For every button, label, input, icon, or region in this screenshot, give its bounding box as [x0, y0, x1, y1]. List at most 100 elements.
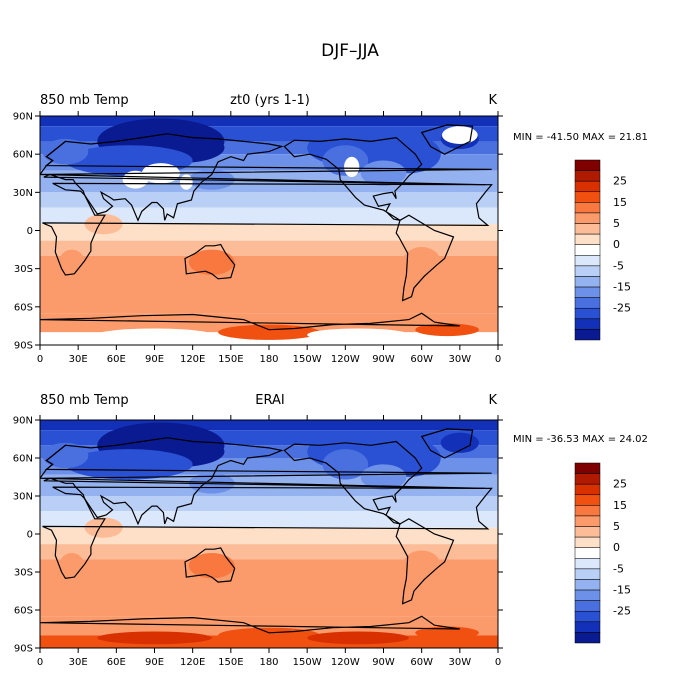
cold-region — [42, 138, 89, 165]
coastline-africa — [42, 182, 493, 276]
coastline-antarctica — [40, 615, 460, 634]
x-tick-label: 0 — [495, 657, 501, 668]
cold-region — [440, 432, 479, 453]
colorbar-box — [574, 223, 601, 235]
coastline-europe — [40, 444, 66, 479]
x-tick-label: 30E — [69, 657, 88, 668]
colorbar-label: 5 — [613, 520, 620, 533]
warm-region — [307, 631, 409, 645]
panel-1-units: K — [488, 93, 497, 108]
warm-region — [402, 550, 441, 581]
temperature-band — [40, 511, 498, 528]
colorbar-box — [574, 600, 601, 612]
x-tick-label: 90E — [145, 657, 164, 668]
temperature-band — [40, 527, 498, 545]
coastline-antarctica — [40, 312, 460, 331]
colorbar-box — [574, 589, 601, 601]
panel-2-left-title: 850 mb Temp — [40, 393, 129, 408]
x-tick-label: 90W — [372, 657, 395, 668]
y-tick-label: 30N — [13, 492, 33, 503]
x-tick-label: 60W — [410, 657, 433, 668]
colorbar-box — [574, 244, 601, 256]
x-tick-label: 150W — [293, 354, 322, 365]
colorbar-box — [574, 526, 601, 538]
colorbar-label: 0 — [613, 541, 620, 554]
colorbar-box — [574, 191, 601, 203]
colorbar-label: 25 — [613, 175, 627, 188]
panel-2-colorbar: 25 15 5 0 -5 -15 -25 — [574, 462, 631, 644]
colorbar-box — [574, 159, 601, 171]
figure-title: DJF–JJA — [321, 41, 379, 61]
temperature-band — [40, 544, 498, 560]
x-tick-label: 150E — [218, 354, 243, 365]
x-tick-label: 30W — [449, 657, 472, 668]
panel-2: 850 mb Temp ERAI K MIN = -36.53 MAX = 24… — [13, 393, 648, 668]
colorbar-box — [574, 632, 601, 644]
colorbar-box — [574, 170, 601, 182]
warm-region — [307, 328, 409, 342]
x-tick-label: 60W — [410, 354, 433, 365]
colorbar-label: 15 — [613, 196, 627, 209]
colorbar-box — [574, 265, 601, 277]
panel-2-units: K — [488, 393, 497, 408]
panel-2-map — [40, 420, 498, 648]
colorbar-box — [574, 307, 601, 320]
y-tick-label: 90S — [14, 341, 33, 352]
x-tick-label: 0 — [37, 354, 43, 365]
coastline-samerica — [395, 214, 455, 302]
y-tick-label: 30S — [14, 264, 33, 275]
cold-region — [360, 160, 407, 186]
colorbar-box — [574, 579, 601, 591]
missing-data-region — [344, 156, 360, 178]
warm-region — [188, 249, 235, 276]
y-tick-label: 60S — [14, 606, 33, 617]
warm-region — [97, 328, 212, 342]
y-tick-label: 90S — [14, 644, 33, 655]
warm-region — [415, 323, 479, 337]
colorbar-box — [574, 180, 601, 193]
coastline-samerica — [395, 518, 455, 605]
colorbar-box — [574, 286, 601, 298]
warm-region — [402, 247, 441, 278]
x-tick-label: 60E — [107, 354, 126, 365]
colorbar-label: -5 — [613, 259, 624, 272]
panel-1-left-title: 850 mb Temp — [40, 93, 129, 108]
colorbar-box — [574, 473, 601, 485]
colorbar-box — [574, 621, 601, 633]
coastline-australia — [184, 547, 236, 583]
x-tick-label: 120E — [180, 657, 205, 668]
missing-data-region — [442, 126, 478, 144]
coastline-namerica — [283, 136, 423, 221]
warm-region — [188, 553, 235, 579]
x-tick-label: 90W — [372, 354, 395, 365]
colorbar-box — [574, 558, 601, 570]
colorbar-box — [574, 494, 601, 506]
temperature-band — [40, 496, 498, 512]
cold-region — [360, 464, 407, 490]
temperature-band — [40, 192, 498, 208]
colorbar-box — [574, 515, 601, 527]
x-tick-label: 30E — [69, 354, 88, 365]
colorbar-label: 0 — [613, 238, 620, 251]
colorbar-box — [574, 547, 601, 559]
temperature-band — [40, 240, 498, 256]
colorbar-label: -5 — [613, 562, 624, 575]
colorbar-box — [574, 255, 601, 267]
y-tick-label: 90N — [13, 416, 33, 427]
colorbar-label: 15 — [613, 499, 627, 512]
y-tick-label: 30S — [14, 568, 33, 579]
coastline-eurasia — [40, 133, 492, 222]
colorbar-label: -25 — [613, 605, 631, 618]
panel-2-axes: 0 30E 60E 90E 120E 150E 180 150W 120W 90W 60W 30W 09… — [13, 415, 503, 668]
colorbar-box — [574, 568, 601, 580]
cold-region — [65, 449, 193, 480]
coastline-namerica — [283, 440, 423, 525]
colorbar-box — [574, 329, 601, 341]
colorbar-label: 25 — [613, 478, 627, 491]
colorbar-label: -15 — [613, 584, 631, 597]
y-tick-label: 60S — [14, 302, 33, 313]
panel-2-stats: MIN = -36.53 MAX = 24.02 — [513, 434, 648, 445]
colorbar-box — [574, 276, 601, 288]
coastline-eurasia — [40, 437, 492, 526]
